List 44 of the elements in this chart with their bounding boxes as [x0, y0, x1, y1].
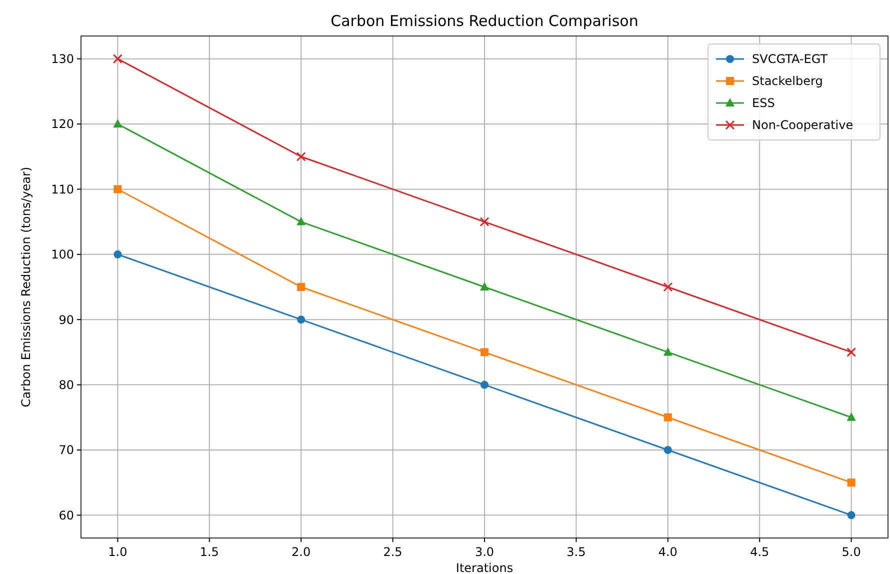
point	[297, 283, 306, 291]
y-axis-title: Carbon Emissions Reduction (tons/year)	[19, 166, 33, 408]
y-tick-label: 60	[58, 508, 74, 522]
x-tick-label: 3.0	[474, 545, 494, 559]
y-tick-label: 70	[58, 443, 74, 458]
point	[113, 119, 122, 128]
y-tick-label: 90	[58, 312, 74, 327]
point	[664, 446, 672, 454]
y-tick-label: 80	[58, 378, 74, 392]
y-tick-label: 100	[51, 248, 74, 262]
point	[480, 217, 490, 227]
point	[480, 282, 489, 290]
point	[480, 380, 488, 389]
point	[663, 347, 672, 356]
point	[480, 348, 488, 356]
x-tick-label: 4.5	[750, 545, 770, 559]
x-tick-label: 5.0	[842, 545, 861, 559]
point	[297, 316, 306, 324]
point	[296, 216, 306, 226]
legend-label: Non-Cooperative	[752, 118, 854, 132]
point	[114, 185, 122, 194]
chart-title: Carbon Emissions Reduction Comparison	[330, 12, 638, 30]
y-tick-label: 130	[51, 52, 74, 66]
legend-label: ESS	[752, 96, 775, 110]
point	[112, 54, 122, 64]
point	[114, 250, 122, 258]
x-axis-title: Iterations	[456, 561, 514, 574]
legend-label: Stackelberg	[752, 74, 823, 88]
point	[847, 478, 856, 487]
point	[296, 152, 306, 162]
x-tick-label: 3.5	[566, 545, 586, 559]
point	[846, 412, 856, 421]
legend-label: SVCGTA-EGT	[752, 52, 828, 66]
x-tick-label: 2.5	[383, 545, 402, 559]
point	[664, 413, 672, 422]
point	[663, 282, 673, 292]
point	[846, 347, 856, 357]
x-tick-label: 1.5	[200, 545, 219, 559]
x-tick-label: 4.0	[658, 545, 678, 559]
y-tick-label: 120	[51, 117, 74, 132]
x-tick-label: 2.0	[292, 545, 311, 559]
x-tick-label: 1.0	[108, 545, 128, 559]
point	[847, 511, 856, 520]
y-tick-label: 110	[51, 182, 74, 196]
